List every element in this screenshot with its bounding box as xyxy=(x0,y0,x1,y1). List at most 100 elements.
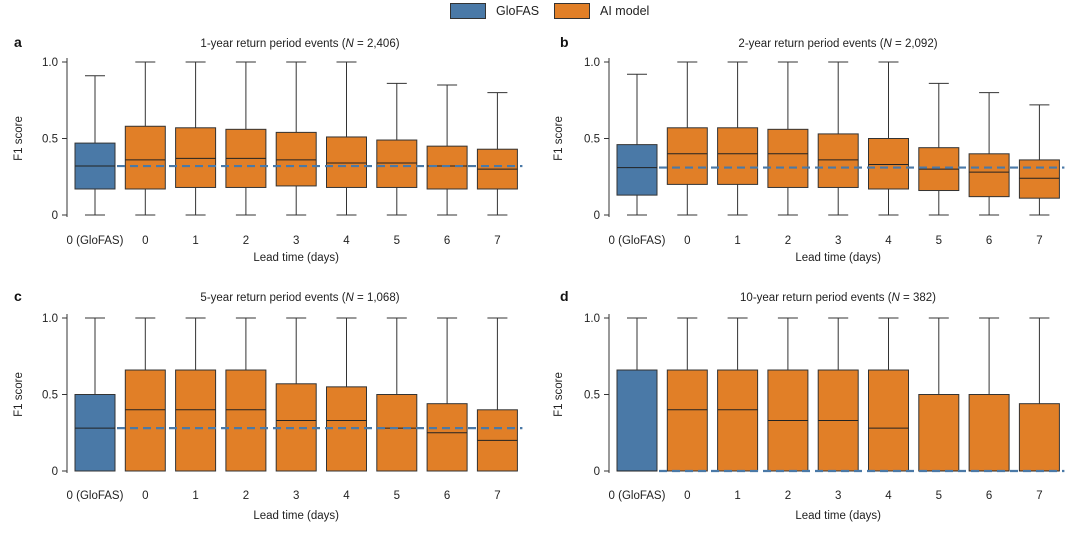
iqr-box xyxy=(717,369,759,472)
legend-swatch-ai-model xyxy=(554,3,590,19)
panel-b: b 2-year return period events (N = 2,092)… xyxy=(553,34,1065,264)
box-ai-model xyxy=(326,317,367,472)
box-ai-model xyxy=(1018,317,1060,472)
box-ai-model xyxy=(124,317,166,472)
x-tick-label: 2 xyxy=(243,235,249,247)
iqr-box xyxy=(1018,159,1060,199)
iqr-box xyxy=(326,136,367,188)
x-tick-label: 7 xyxy=(1036,235,1042,247)
box-ai-model xyxy=(225,61,267,216)
box-ai-model xyxy=(717,317,759,472)
x-tick-label: 0 (GloFAS) xyxy=(67,490,124,502)
y-tick-label: 0.5 xyxy=(42,390,58,402)
panel-letter: c xyxy=(14,288,22,304)
x-tick-label: 5 xyxy=(394,490,400,502)
x-tick-label: 1 xyxy=(734,490,740,502)
x-tick-label: 3 xyxy=(835,235,841,247)
box-ai-model xyxy=(666,317,708,472)
x-tick-label: 3 xyxy=(293,235,299,247)
y-tick-label: 1.0 xyxy=(42,313,58,325)
legend-label-glofas: GloFAS xyxy=(496,4,540,18)
box-ai-model xyxy=(376,317,418,472)
iqr-box xyxy=(275,383,317,472)
x-tick-label: 1 xyxy=(734,235,740,247)
x-tick-label: 4 xyxy=(343,490,350,502)
x-axis-label: Lead time (days) xyxy=(253,252,339,264)
x-tick-label: 7 xyxy=(494,235,500,247)
iqr-box xyxy=(74,394,116,472)
y-tick-label: 0 xyxy=(594,210,600,222)
box-ai-model xyxy=(476,92,518,216)
box-ai-model xyxy=(868,61,909,216)
x-tick-label: 6 xyxy=(986,235,992,247)
panel-a: a 1-year return period events (N = 2,406)… xyxy=(13,34,523,264)
x-tick-label: 0 (GloFAS) xyxy=(609,235,666,247)
iqr-box xyxy=(426,403,468,472)
box-ai-model xyxy=(1018,104,1060,216)
x-tick-label: 7 xyxy=(1036,490,1042,502)
x-axis-label: Lead time (days) xyxy=(795,252,881,264)
panel-letter: a xyxy=(14,34,22,50)
y-tick-label: 0.5 xyxy=(42,134,58,146)
panel-c: c 5-year return period events (N = 1,068)… xyxy=(13,288,523,522)
x-tick-label: 6 xyxy=(986,490,992,502)
box-glofas xyxy=(616,73,658,216)
y-tick-label: 1.0 xyxy=(584,57,600,69)
panel-d: d 10-year return period events (N = 382) 0… xyxy=(553,288,1065,522)
x-tick-label: 2 xyxy=(785,490,791,502)
x-tick-label: 3 xyxy=(293,490,299,502)
x-axis-label: Lead time (days) xyxy=(795,510,881,522)
box-ai-model xyxy=(476,317,518,472)
y-tick-label: 1.0 xyxy=(42,57,58,69)
y-tick-label: 0.5 xyxy=(584,134,600,146)
box-ai-model xyxy=(817,317,859,472)
box-ai-model xyxy=(426,317,468,472)
x-tick-label: 1 xyxy=(192,490,198,502)
iqr-box xyxy=(124,369,166,472)
x-tick-label: 0 (GloFAS) xyxy=(609,490,666,502)
x-tick-label: 4 xyxy=(885,235,892,247)
iqr-box xyxy=(918,394,960,472)
x-tick-label: 7 xyxy=(494,490,500,502)
box-ai-model xyxy=(275,317,317,472)
x-tick-label: 2 xyxy=(785,235,791,247)
box-ai-model xyxy=(426,84,468,216)
y-tick-label: 0.5 xyxy=(584,390,600,402)
box-ai-model xyxy=(275,61,317,216)
box-ai-model xyxy=(175,317,217,472)
panel-letter: d xyxy=(560,288,569,304)
iqr-box xyxy=(868,369,909,472)
iqr-box xyxy=(717,127,759,185)
y-axis-label: F1 score xyxy=(553,116,565,161)
legend: GloFAS AI model xyxy=(0,3,1080,23)
iqr-box xyxy=(767,128,809,188)
x-tick-label: 4 xyxy=(885,490,892,502)
iqr-box xyxy=(376,139,418,188)
iqr-box xyxy=(1018,403,1060,472)
box-ai-model xyxy=(717,61,759,216)
box-ai-model xyxy=(918,317,960,472)
iqr-box xyxy=(968,153,1010,198)
x-tick-label: 6 xyxy=(444,490,450,502)
box-ai-model xyxy=(767,317,809,472)
x-tick-label: 2 xyxy=(243,490,249,502)
y-tick-label: 0 xyxy=(52,210,58,222)
box-ai-model xyxy=(666,61,708,216)
iqr-box xyxy=(616,144,658,196)
x-tick-label: 4 xyxy=(343,235,350,247)
y-axis-label: F1 score xyxy=(13,372,25,417)
x-axis-label: Lead time (days) xyxy=(253,510,339,522)
x-tick-label: 0 xyxy=(684,490,690,502)
legend-item-glofas: GloFAS xyxy=(450,3,539,19)
iqr-box xyxy=(275,131,317,187)
panel-title: 10-year return period events (N = 382) xyxy=(740,292,936,304)
x-tick-label: 0 xyxy=(142,490,148,502)
x-tick-label: 1 xyxy=(192,235,198,247)
iqr-box xyxy=(968,394,1010,472)
panel-letter: b xyxy=(560,34,569,50)
panel-title: 2-year return period events (N = 2,092) xyxy=(738,38,937,50)
box-ai-model xyxy=(968,92,1010,216)
iqr-box xyxy=(225,369,267,472)
panel-title: 5-year return period events (N = 1,068) xyxy=(200,292,399,304)
